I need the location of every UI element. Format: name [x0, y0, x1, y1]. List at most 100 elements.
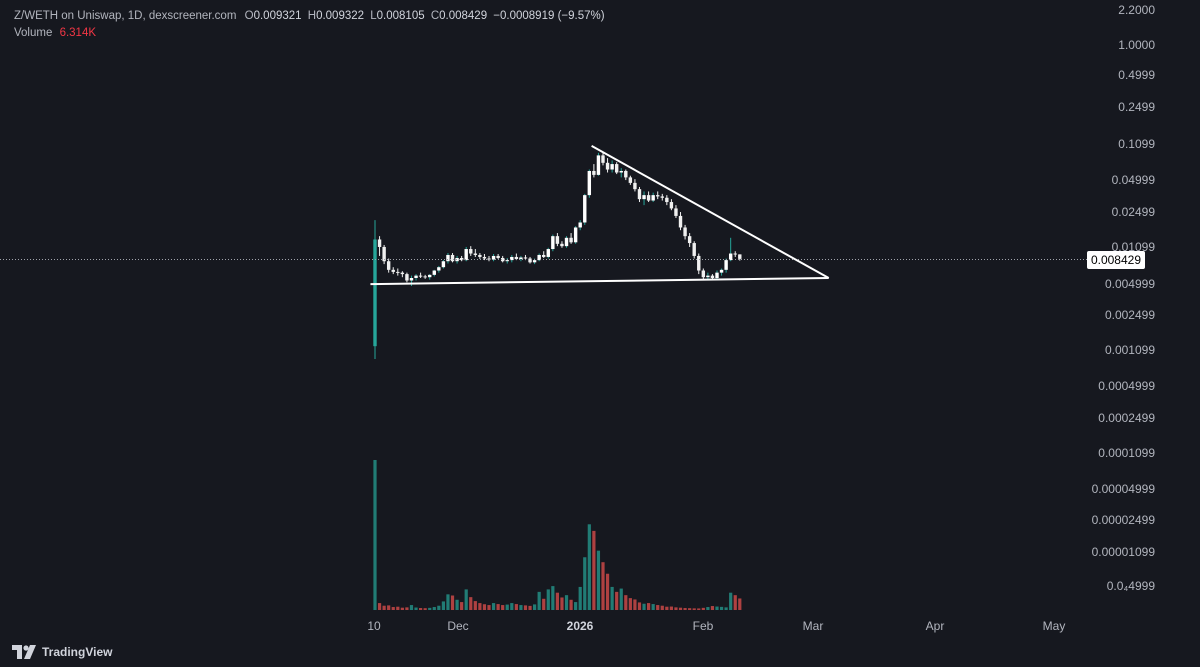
y-tick-label: 0.01099 [1112, 240, 1156, 254]
volume-bar [377, 603, 382, 610]
candle-body [710, 275, 715, 278]
candle-body [482, 256, 487, 259]
candle-body [683, 227, 687, 237]
symbol-label[interactable]: Z/WETH on Uniswap, 1D, dexscreener.com [14, 10, 237, 22]
y-tick-label: 1.0000 [1118, 38, 1155, 52]
volume-bar [501, 605, 505, 610]
volume-bar [523, 605, 528, 610]
candle-body [669, 202, 674, 209]
candle-body [624, 170, 628, 178]
volume-bar [482, 604, 487, 610]
volume-bar [537, 591, 541, 610]
upper-trendline[interactable] [591, 145, 830, 279]
volume-bar [428, 607, 432, 610]
candle-body [619, 170, 623, 173]
candle-body [596, 155, 601, 175]
candle-body [500, 257, 505, 262]
candle-body [706, 275, 710, 278]
y-tick-label: 0.001099 [1105, 343, 1155, 357]
lower-trendline[interactable] [370, 276, 829, 286]
candle-body [628, 177, 633, 183]
candle-body [377, 239, 382, 247]
volume-bar [569, 599, 573, 610]
candle-body [583, 195, 587, 223]
volume-bar [578, 586, 582, 610]
y-tick-label: 0.00001099 [1092, 545, 1156, 559]
y-tick-label: 0.0001099 [1098, 446, 1155, 460]
volume-bar [633, 599, 637, 610]
volume-bar [423, 608, 427, 610]
volume-bar [514, 604, 518, 610]
candle-body [441, 261, 446, 268]
time-axis[interactable]: 10 Dec 2026 Feb Mar Apr May [367, 619, 1065, 633]
candle-body [519, 257, 523, 260]
candle-body [610, 164, 614, 170]
candle-body [459, 257, 464, 261]
volume-bar [505, 604, 509, 610]
last-price-tag: 0.008429 [1086, 251, 1145, 269]
volume-bar [692, 608, 696, 610]
y-tick-label: 0.2499 [1118, 100, 1155, 114]
candle-body [528, 258, 532, 263]
tradingview-logo-icon [12, 645, 36, 659]
candle-body [651, 195, 655, 201]
y-tick-label: 0.0004999 [1098, 379, 1155, 393]
candle-body [446, 254, 450, 262]
volume-bar [587, 524, 591, 610]
price-axis[interactable]: 2.2000 1.0000 0.4999 0.2499 0.1099 0.04999 0.0… [1092, 3, 1156, 593]
drawing-layer[interactable] [370, 145, 830, 286]
close-value: 0.008429 [439, 10, 488, 22]
candle-body [719, 269, 724, 273]
tradingview-logo[interactable]: TradingView [12, 645, 112, 659]
volume-bar [450, 595, 455, 610]
candle-body [733, 253, 737, 255]
candle-body [665, 197, 669, 203]
volume-bar [719, 606, 724, 610]
volume-bar [674, 607, 678, 610]
volume-bar [701, 607, 705, 610]
candle-body [724, 260, 728, 270]
volume-bar [473, 601, 477, 610]
candle-body [405, 274, 409, 281]
change-value: −0.0008919 (−9.57%) [493, 10, 605, 22]
candle-body [573, 227, 578, 243]
volume-bar [729, 592, 733, 610]
y-tick-label: 0.00002499 [1092, 513, 1156, 527]
candle-body [551, 236, 555, 250]
volume-bar [738, 598, 742, 610]
high-label: H [307, 10, 317, 22]
volume-bar [733, 595, 737, 610]
candle-body [396, 271, 400, 273]
candle-body [542, 254, 546, 257]
candle-body [697, 255, 701, 271]
candle-body [473, 253, 478, 255]
candle-body [642, 195, 646, 200]
tradingview-label: TradingView [42, 645, 113, 659]
candle-body [560, 243, 564, 247]
candle-body [592, 170, 596, 175]
candle-body [386, 261, 391, 270]
candle-body [455, 257, 459, 262]
volume-bar [669, 606, 673, 610]
candle-body [728, 253, 733, 261]
volume-bar [382, 605, 386, 610]
candle-body [391, 269, 395, 272]
y-tick-label: 0.004999 [1105, 277, 1155, 291]
open-label: O [244, 10, 254, 22]
x-tick-label: Mar [803, 619, 824, 633]
open-value: 0.009321 [253, 10, 302, 22]
volume-bar [592, 530, 596, 610]
volume-bar [432, 607, 436, 610]
y-tick-label: 0.0002499 [1098, 411, 1155, 425]
volume-label[interactable]: Volume [14, 27, 53, 39]
volume-bar [665, 606, 669, 610]
candle-body [578, 222, 582, 228]
y-tick-label: 0.4999 [1118, 68, 1155, 82]
volume-bar [373, 460, 377, 610]
candle-body [715, 272, 719, 278]
volume-bar [478, 603, 482, 610]
y-tick-label: 0.02499 [1112, 205, 1156, 219]
candle-body [491, 255, 496, 260]
volume-bar [546, 589, 550, 610]
